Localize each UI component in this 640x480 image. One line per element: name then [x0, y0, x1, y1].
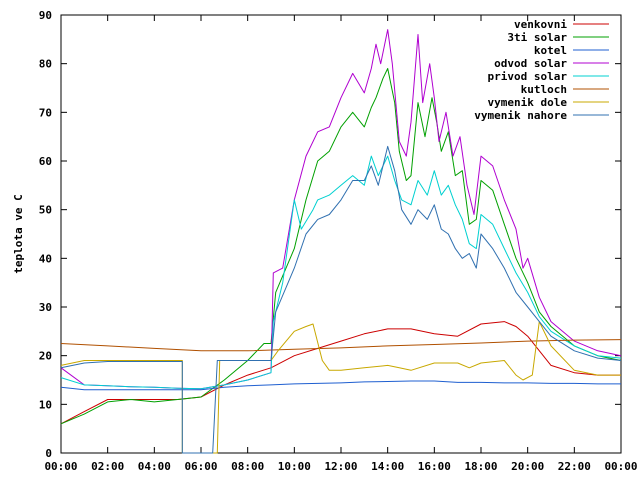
y-tick-labels: 0 10 20 30 40 50 60 70 80 90 — [39, 9, 52, 460]
x-tick-label: 08:00 — [231, 460, 264, 473]
x-tick-label: 12:00 — [324, 460, 357, 473]
x-tick-label: 06:00 — [184, 460, 217, 473]
y-tick-label: 40 — [39, 252, 52, 265]
legend-label-venkovni: venkovni — [514, 18, 567, 31]
series-lines — [60, 29, 622, 454]
y-tick-label: 30 — [39, 301, 52, 314]
x-tick-label: 02:00 — [91, 460, 124, 473]
x-tick-label: 00:00 — [604, 460, 637, 473]
y-tick-label: 70 — [39, 106, 52, 119]
legend-label-vymenik-nahore: vymenik nahore — [474, 109, 567, 122]
series-line-3ti-solar — [60, 68, 622, 425]
x-tick-label: 16:00 — [418, 460, 451, 473]
legend-label-vymenik-dole: vymenik dole — [488, 96, 568, 109]
x-tick-label: 18:00 — [464, 460, 497, 473]
x-tick-label: 20:00 — [511, 460, 544, 473]
y-axis-label: teplota ve C — [12, 194, 25, 273]
x-tick-label: 22:00 — [558, 460, 591, 473]
x-tick-label: 14:00 — [371, 460, 404, 473]
axis-ticks — [60, 14, 622, 454]
legend-label-privod-solar: privod solar — [488, 70, 568, 83]
x-tick-label: 00:00 — [44, 460, 77, 473]
series-line-venkovni — [60, 321, 621, 425]
y-tick-label: 20 — [39, 350, 52, 363]
series-line-vymenik-dole — [60, 321, 621, 454]
x-tick-label: 04:00 — [138, 460, 171, 473]
legend-label-kutloch: kutloch — [521, 83, 567, 96]
series-line-kotel — [60, 380, 621, 391]
series-line-vymenik-nahore — [60, 145, 622, 454]
legend-label-kotel: kotel — [534, 44, 567, 57]
y-tick-label: 10 — [39, 398, 52, 411]
y-tick-label: 90 — [39, 9, 52, 22]
y-tick-label: 50 — [39, 204, 52, 217]
y-tick-label: 60 — [39, 155, 52, 168]
y-tick-label: 80 — [39, 58, 52, 71]
legend-label-3ti-solar: 3ti solar — [507, 31, 567, 44]
x-tick-label: 10:00 — [278, 460, 311, 473]
series-line-kutloch — [60, 339, 622, 352]
series-line-privod-solar — [60, 155, 622, 390]
legend-label-odvod-solar: odvod solar — [494, 57, 567, 70]
x-tick-labels: 00:00 02:00 04:00 06:00 08:00 10:00 12:00 14:00… — [44, 460, 637, 473]
y-tick-label: 0 — [45, 447, 52, 460]
